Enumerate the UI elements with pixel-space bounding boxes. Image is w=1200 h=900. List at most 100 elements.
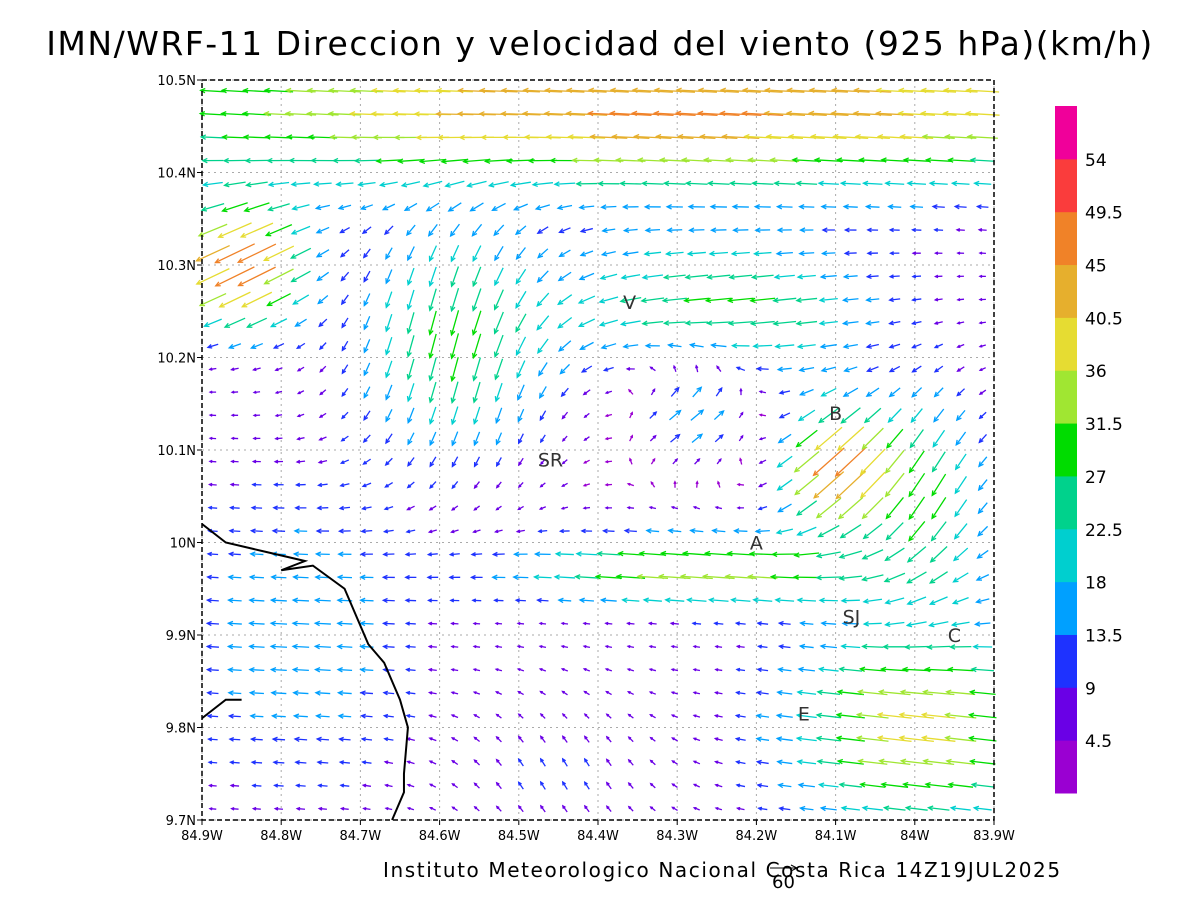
wind-vector [315,736,329,742]
wind-vector [882,644,907,650]
wind-vector-shaft [953,572,969,583]
wind-vector-shaft [429,456,437,467]
wind-vector-head [208,390,213,394]
wind-vector [362,434,371,443]
wind-vector [629,457,633,465]
wind-vector-head [820,204,827,210]
wind-vector-head [741,110,748,117]
wind-vector-head [332,157,339,164]
wind-vector-shaft [889,343,901,348]
wind-vector-shaft [415,89,451,93]
wind-vector-head [337,551,344,557]
colorbar-segment [1055,423,1077,477]
wind-vector [449,598,460,603]
wind-vector-head [404,552,411,557]
wind-vector-shaft [251,738,263,741]
wind-vector [384,313,393,333]
wind-vector [582,644,591,649]
wind-vector-shaft [581,365,593,373]
wind-vector-shaft [249,599,265,602]
wind-vector-head [662,274,670,280]
wind-vector [230,459,239,464]
wind-vector [835,157,865,163]
colorbar-label: 13.5 [1085,626,1123,646]
wind-vector-head [427,230,434,237]
wind-vector-head [578,597,585,604]
wind-vector-head [310,157,317,164]
wind-vector-shaft [196,244,230,262]
wind-vector [208,459,217,464]
wind-vector [516,668,525,672]
colorbar-segment [1055,317,1077,371]
wind-vector-shaft [754,251,772,255]
wind-vector-shaft [692,386,702,398]
wind-vector-shaft [797,714,817,719]
wind-vector [207,760,218,765]
wind-vector-shaft [315,668,331,672]
wind-vector [638,550,667,557]
wind-vector-head [652,434,657,439]
wind-vector-head [619,297,626,304]
wind-vector [859,471,886,499]
wind-vector-head [318,414,323,418]
wind-vector-head [692,505,697,510]
wind-vector [714,668,723,672]
wind-vector [944,712,977,719]
wind-vector [397,158,424,164]
wind-vector-head [236,257,244,263]
wind-vector-head [625,367,631,371]
wind-vector-head [946,666,954,673]
wind-vector-head [218,302,225,308]
wind-vector [627,713,634,719]
wind-vector-head [604,506,609,510]
wind-vector [692,691,701,695]
wind-vector-head [553,181,560,187]
wind-vector [633,133,672,140]
wind-vector-shaft [252,761,263,764]
wind-vector-head [922,758,929,765]
wind-vector [716,365,722,372]
wind-vector-head [451,806,455,810]
wind-vector-head [813,492,820,499]
wind-vector-head [230,390,235,394]
wind-vector [217,222,252,239]
wind-vector-shaft [799,252,815,255]
wind-vector-shaft [932,429,946,448]
wind-vector [977,502,988,515]
wind-vector-shaft [797,737,817,742]
wind-vector [884,597,905,605]
wind-vector [491,551,505,557]
wind-vector-shaft [676,89,717,93]
wind-vector-head [647,621,653,626]
place-label: SJ [843,607,861,629]
wind-vector-head [428,305,434,312]
wind-vector-head [699,133,706,140]
wind-vector-shaft [664,274,686,279]
wind-vector [775,528,794,535]
wind-vector-shaft [532,182,554,186]
wind-vector-shaft [372,89,406,93]
wind-vector-shaft [817,760,841,765]
wind-vector-shaft [603,530,615,532]
wind-vector-head [264,134,271,140]
wind-vector-head [515,278,522,285]
wind-vector-head [363,324,369,331]
wind-vector-head [714,645,719,649]
wind-vector-head [928,622,935,628]
wind-vector-head [933,227,939,232]
wind-vector-head [473,439,479,447]
wind-vector-head [307,134,314,140]
wind-vector-head [536,324,543,331]
wind-vector-shaft [632,112,674,116]
wind-vector-shaft [794,450,820,473]
wind-vector-shaft [835,470,866,499]
x-axis-ticks: 84.9W 84.8W 84.7W 84.6W 84.5W 84.4W 84.3W 84.2W… [181,820,1015,844]
wind-vector-shaft [556,553,574,556]
wind-vector-shaft [230,506,240,509]
wind-vector-shaft [579,272,595,280]
wind-vector [756,667,769,673]
wind-vector [574,574,599,580]
wind-vector-shaft [337,645,353,648]
wind-vector-head [604,460,609,464]
wind-vector-head [671,783,675,787]
